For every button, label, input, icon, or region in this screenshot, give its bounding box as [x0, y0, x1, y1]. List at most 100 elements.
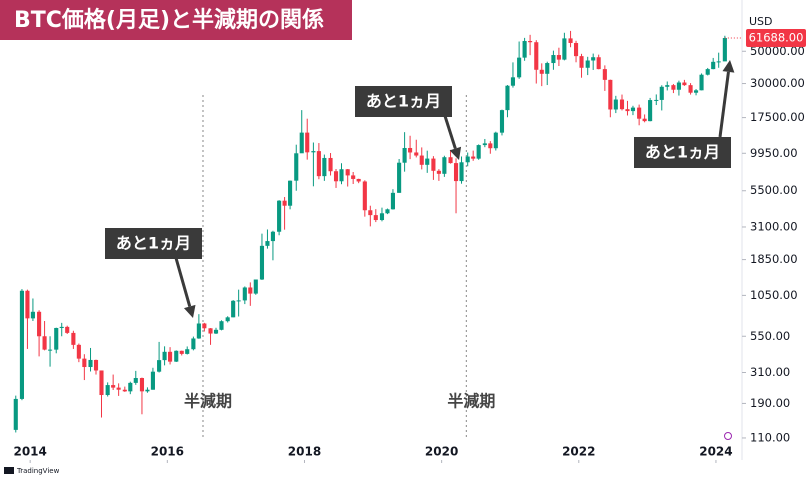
callout-box — [634, 137, 731, 168]
candle-body — [465, 156, 470, 163]
candle-body — [682, 82, 687, 86]
candle-body — [585, 60, 590, 68]
callout-arrowhead — [722, 60, 735, 73]
callout-arrowhead — [449, 146, 462, 160]
candle-body — [539, 69, 544, 74]
candle-body — [116, 387, 121, 390]
candle-body — [397, 162, 402, 193]
candle-body — [219, 321, 224, 330]
candle-body — [625, 109, 630, 112]
candle-body — [385, 209, 390, 214]
candle-body — [76, 344, 81, 359]
y-tick-label: 310.00 — [750, 365, 790, 379]
candle-body — [59, 326, 64, 328]
candle-body — [179, 350, 184, 354]
candle-body — [510, 77, 516, 86]
candle-body — [265, 241, 270, 246]
candle-body — [162, 351, 167, 361]
candle-body — [608, 79, 613, 110]
candle-body — [105, 385, 110, 396]
candle-body — [322, 157, 327, 177]
candle-body — [71, 332, 76, 345]
candle-body — [579, 56, 584, 68]
callout-arrow — [718, 71, 730, 138]
candle-body — [253, 279, 258, 294]
candle-body — [48, 349, 53, 351]
y-tick-label: 30000.00 — [750, 76, 805, 90]
candle-body — [333, 171, 339, 182]
callout-label: あと1ヵ月 — [645, 143, 720, 162]
candle-body — [362, 181, 367, 211]
candle-body — [145, 389, 150, 392]
candle-body — [351, 175, 356, 179]
candle-body — [282, 200, 287, 206]
title-box — [0, 0, 352, 40]
y-tick-label: 1050.00 — [750, 288, 798, 302]
candle-body — [122, 389, 127, 392]
candle-body — [419, 155, 424, 165]
candle-body — [231, 300, 236, 318]
candle-body — [693, 90, 699, 93]
callout-arrow — [443, 115, 457, 150]
x-tick-label: 2022 — [562, 445, 595, 459]
x-tick-label: 2024 — [699, 445, 732, 459]
candle-body — [139, 378, 145, 392]
candle-body — [373, 215, 378, 221]
candle-body — [236, 300, 241, 302]
candle-body — [213, 329, 219, 334]
candle-body — [277, 200, 282, 232]
candle-body — [379, 213, 385, 221]
y-tick-label: 17500.00 — [750, 110, 805, 124]
candle-body — [328, 157, 333, 172]
candle-body — [671, 85, 676, 90]
candle-body — [488, 143, 493, 149]
candle-body — [453, 163, 459, 182]
candle-body — [191, 338, 196, 350]
candle-body — [722, 37, 727, 62]
candle-body — [665, 85, 670, 87]
y-tick-label: 1850.00 — [750, 252, 798, 266]
candle-body — [448, 157, 453, 164]
callout-arrow — [174, 257, 192, 307]
candle-body — [688, 85, 693, 93]
candle-body — [196, 323, 201, 339]
candle-body — [305, 132, 310, 153]
candle-body — [642, 118, 647, 122]
candle-body — [37, 311, 42, 337]
y-tick-label: 550.00 — [750, 329, 790, 343]
candle-body — [591, 57, 596, 61]
candle-body — [482, 143, 487, 146]
candle-body — [408, 147, 413, 153]
callout-label: あと1ヵ月 — [366, 92, 441, 111]
candle-body — [368, 210, 373, 216]
candle-body — [208, 328, 213, 334]
candle-body — [248, 287, 253, 294]
candle-body — [602, 69, 607, 80]
candle-body — [356, 178, 361, 182]
candle-body — [202, 323, 207, 329]
candle-body — [345, 169, 350, 176]
candle-body — [705, 69, 710, 75]
candle-body — [82, 358, 87, 368]
candle-body — [551, 55, 556, 64]
candle-body — [311, 151, 316, 153]
candle-body — [25, 290, 30, 319]
candle-body — [431, 158, 436, 171]
last-price-tag — [746, 28, 806, 47]
y-tick-label: 190.00 — [750, 396, 790, 410]
logo-icon — [4, 467, 14, 474]
currency-label: USD — [749, 15, 773, 28]
candle-body — [299, 132, 304, 154]
halving-label: 半減期 — [447, 392, 495, 411]
plot-layer — [13, 30, 746, 463]
candle-body — [568, 38, 573, 43]
candle-body — [528, 41, 533, 43]
candle-body — [436, 170, 441, 174]
halving-label: 半減期 — [184, 392, 232, 411]
x-tick-label: 2020 — [425, 445, 458, 459]
candle-body — [716, 61, 721, 63]
candle-body — [630, 107, 636, 112]
candle-body — [13, 398, 18, 430]
candle-body — [402, 147, 407, 163]
